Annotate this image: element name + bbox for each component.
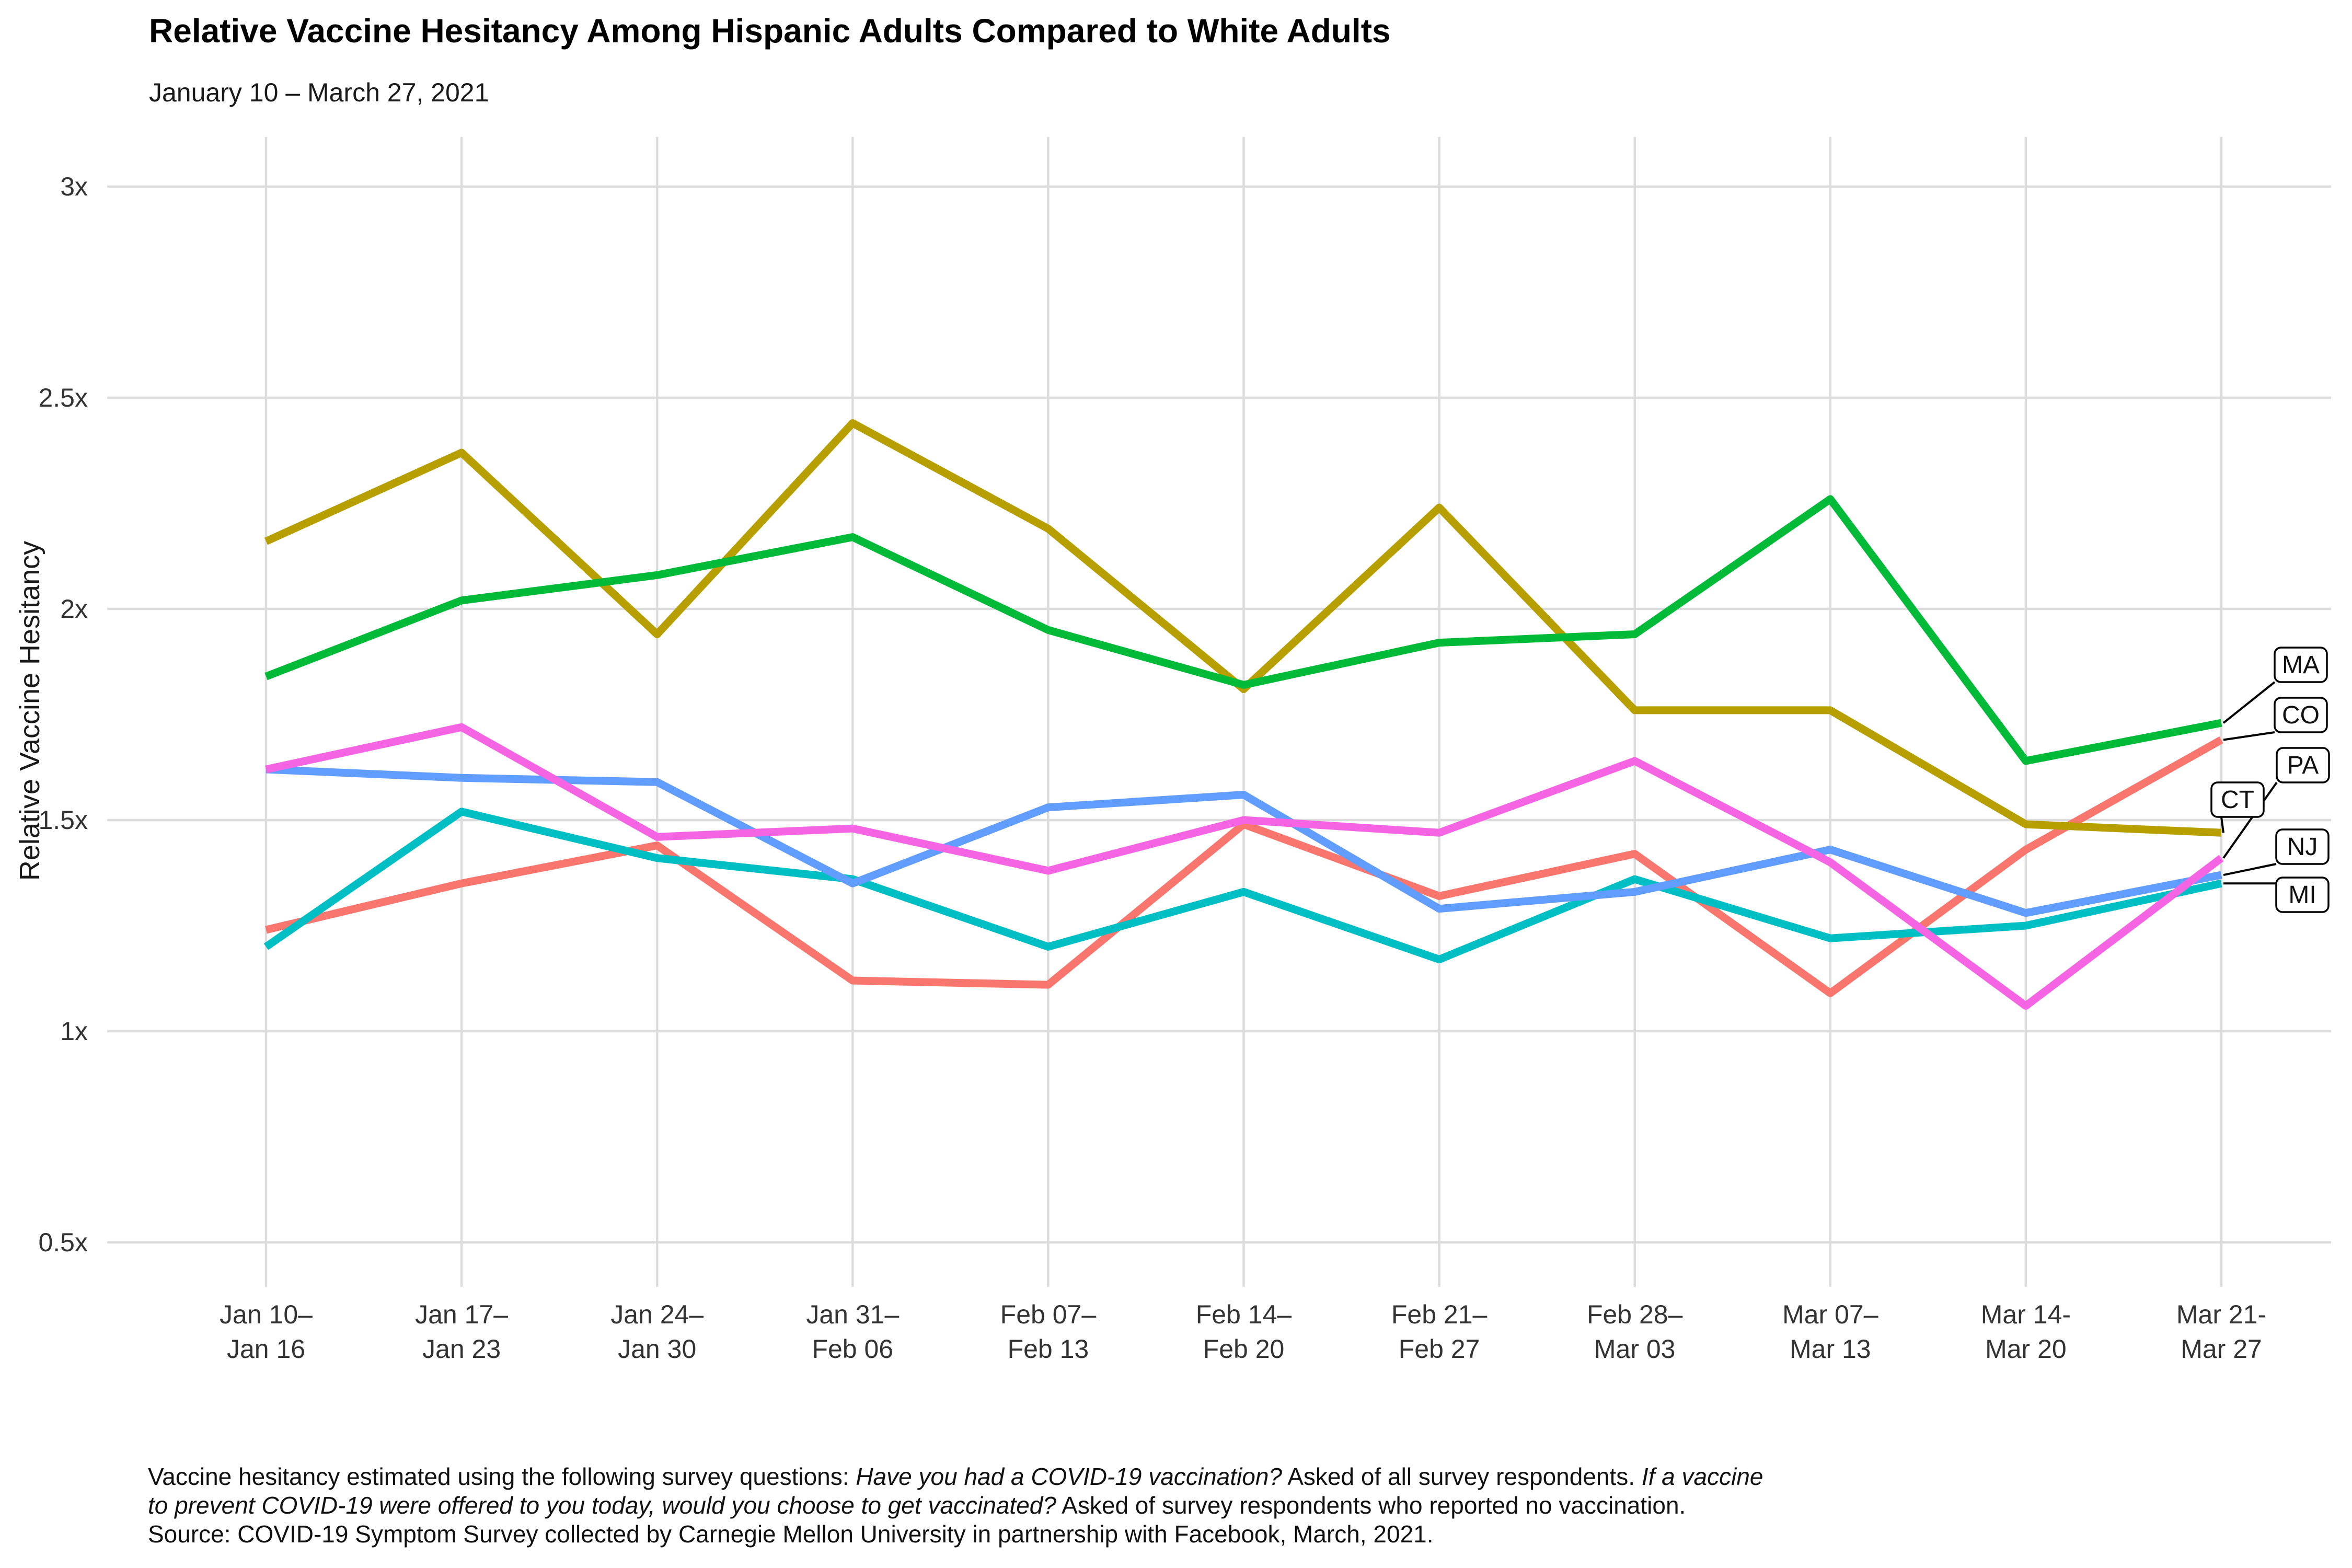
- series-lines: [263, 419, 2224, 1010]
- leader-line-MA: [2222, 681, 2276, 724]
- y-tick-1x: 1x: [60, 1017, 88, 1046]
- x-tick-11-line2: Mar 27: [2181, 1334, 2262, 1364]
- x-tick-4-line1: Jan 31–: [806, 1300, 899, 1329]
- leader-line-CT: [2220, 816, 2224, 833]
- y-tick-0.5x: 0.5x: [38, 1228, 88, 1257]
- x-tick-7-line1: Feb 21–: [1391, 1300, 1488, 1329]
- end-label-text-CT: CT: [2221, 786, 2254, 814]
- end-label-text-NJ: NJ: [2287, 833, 2318, 861]
- series-line-NJ: [266, 765, 2222, 917]
- caption-segment: Asked of all survey respondents.: [1282, 1463, 1642, 1490]
- end-label-text-PA: PA: [2287, 752, 2319, 779]
- chart-subtitle: January 10 – March 27, 2021: [149, 78, 489, 107]
- y-axis-tick-labels: 3x 2.5x 2x 1.5x 1x 0.5x: [38, 172, 88, 1257]
- end-label-text-MI: MI: [2288, 881, 2316, 909]
- x-tick-1-line2: Jan 16: [227, 1334, 305, 1364]
- x-tick-4-line2: Feb 06: [812, 1334, 893, 1364]
- x-tick-5-line2: Feb 13: [1008, 1334, 1089, 1364]
- series-line-PA: [265, 723, 2224, 1010]
- caption-line-3: Source: COVID-19 Symptom Survey collecte…: [148, 1520, 1763, 1549]
- series-line-CO: [265, 736, 2223, 997]
- end-label-box-CT: [2210, 781, 2265, 818]
- end-label-boxes: MA CO PA CT NJ MI: [2210, 647, 2330, 913]
- x-axis-tick-labels: Jan 10– Jan 16 Jan 17– Jan 23 Jan 24– Jan 30 J…: [220, 1300, 2266, 1364]
- x-tick-9-line1: Mar 07–: [1782, 1300, 1878, 1329]
- x-tick-2-line1: Jan 17–: [415, 1300, 508, 1329]
- end-label-box-MI: [2275, 877, 2330, 913]
- x-tick-9-line2: Mar 13: [1790, 1334, 1871, 1364]
- caption-line-1: Vaccine hesitancy estimated using the fo…: [148, 1462, 1763, 1491]
- x-tick-8-line1: Feb 28–: [1587, 1300, 1683, 1329]
- x-tick-11-line1: Mar 21-: [2176, 1300, 2266, 1329]
- y-tick-2.5x: 2.5x: [38, 383, 88, 412]
- caption-segment: Vaccine hesitancy estimated using the fo…: [148, 1463, 856, 1490]
- y-tick-1.5x: 1.5x: [38, 805, 88, 835]
- caption-segment: Asked of survey respondents who reported…: [1056, 1492, 1686, 1519]
- end-label-box-CO: [2274, 697, 2328, 733]
- x-tick-10-line1: Mar 14-: [1981, 1300, 2071, 1329]
- caption-italic-segment: If a vaccine: [1641, 1463, 1763, 1490]
- vertical-gridlines: [264, 137, 2223, 1287]
- leader-line-PA: [2222, 781, 2278, 859]
- end-label-leader-lines: [2220, 681, 2278, 885]
- end-label-box-PA: [2276, 747, 2330, 783]
- x-tick-6-line2: Feb 20: [1203, 1334, 1285, 1364]
- caption-segment: Source: COVID-19 Symptom Survey collecte…: [148, 1520, 1434, 1548]
- series-line-CT: [264, 419, 2222, 837]
- x-tick-8-line2: Mar 03: [1594, 1334, 1676, 1364]
- x-tick-3-line2: Jan 30: [618, 1334, 696, 1364]
- x-tick-2-line2: Jan 23: [422, 1334, 501, 1364]
- chart-caption: Vaccine hesitancy estimated using the fo…: [148, 1462, 1763, 1549]
- y-axis-title: Relative Vaccine Hesitancy: [14, 541, 45, 881]
- caption-italic-segment: to prevent COVID-19 were offered to you …: [148, 1492, 1056, 1519]
- end-label-text-CO: CO: [2282, 701, 2320, 729]
- end-label-box-MA: [2274, 647, 2328, 683]
- horizontal-gridlines: [107, 185, 2331, 1244]
- end-label-box-NJ: [2275, 828, 2330, 865]
- caption-italic-segment: Have you had a COVID-19 vaccination?: [856, 1463, 1282, 1490]
- end-label-text-MA: MA: [2282, 651, 2320, 679]
- y-tick-2x: 2x: [60, 594, 88, 624]
- x-tick-7-line2: Feb 27: [1399, 1334, 1480, 1364]
- x-tick-6-line1: Feb 14–: [1196, 1300, 1292, 1329]
- x-tick-3-line1: Jan 24–: [610, 1300, 704, 1329]
- caption-line-2: to prevent COVID-19 were offered to you …: [148, 1491, 1763, 1520]
- y-tick-3x: 3x: [60, 172, 88, 201]
- x-tick-10-line2: Mar 20: [1985, 1334, 2067, 1364]
- chart-title: Relative Vaccine Hesitancy Among Hispani…: [149, 12, 1391, 50]
- x-tick-5-line1: Feb 07–: [1000, 1300, 1097, 1329]
- leader-line-CO: [2223, 731, 2275, 741]
- leader-line-NJ: [2223, 863, 2277, 876]
- series-line-MA: [264, 495, 2222, 765]
- series-line-MI: [263, 808, 2222, 964]
- x-tick-1-line1: Jan 10–: [220, 1300, 313, 1329]
